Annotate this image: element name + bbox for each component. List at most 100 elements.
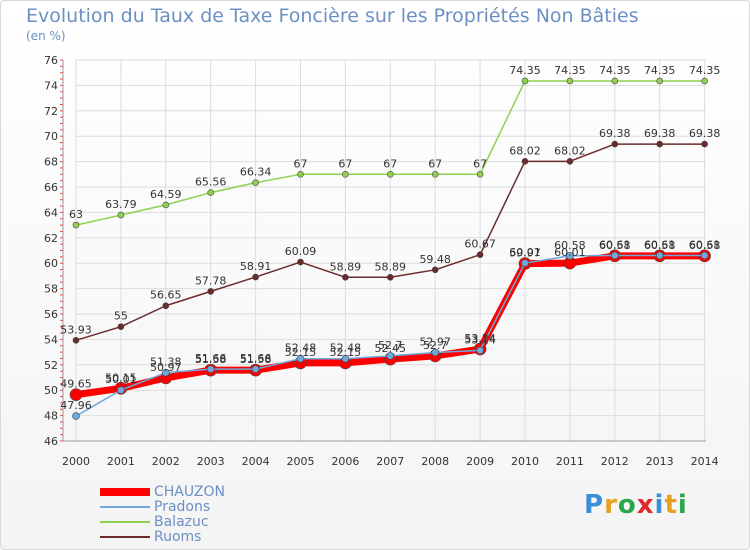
data-label-pradons: 60.01 [509,246,541,259]
y-tick-label: 66 [44,181,58,194]
data-label-pradons: 60.58 [554,239,586,252]
data-point-chauzon [69,388,83,401]
data-label-chauzon: 53.24 [464,332,496,345]
data-point-ruoms [117,323,125,331]
y-tick-label: 70 [44,130,58,143]
data-point-pradons [476,346,484,355]
data-point-pradons [206,365,215,373]
data-point-balazuc [386,171,394,178]
data-point-balazuc [297,171,304,178]
data-label-ruoms: 58.91 [240,260,272,273]
data-label-chauzon: 60.58 [599,239,631,252]
data-label-ruoms: 57.78 [195,274,227,287]
x-tick-label: 2014 [691,455,719,468]
data-label-balazuc: 67 [473,157,487,170]
x-tick-label: 2013 [646,455,674,468]
y-tick-label: 56 [44,308,58,321]
data-label-balazuc: 74.35 [554,64,586,77]
data-point-balazuc [207,189,214,196]
page-title: Evolution du Taux de Taxe Foncière sur l… [26,5,639,27]
data-label-balazuc: 67 [294,157,308,170]
data-point-pradons [700,251,709,260]
y-tick-label: 72 [44,105,58,118]
unit-label: (en %) [26,29,66,43]
data-point-balazuc [656,77,664,85]
x-tick-label: 2000 [62,455,90,468]
data-label-balazuc: 74.35 [644,64,676,77]
data-label-chauzon: 60.58 [689,239,721,252]
data-label-ruoms: 68.02 [509,144,541,157]
data-point-ruoms [72,336,80,344]
data-point-ruoms [476,251,484,258]
y-tick-label: 62 [44,232,58,245]
data-point-pradons [431,348,440,357]
data-label-balazuc: 74.35 [599,64,631,77]
y-tick-label: 74 [44,79,58,92]
data-point-ruoms [566,158,574,165]
data-point-ruoms [297,258,304,266]
data-label-pradons: 50.01 [105,373,137,386]
legend-label-ruoms: Ruoms [154,529,202,545]
data-label-ruoms: 69.38 [599,127,631,140]
data-point-ruoms [431,266,439,274]
data-label-ruoms: 60.67 [464,238,496,251]
data-label-chauzon: 52.45 [375,342,407,355]
legend-label-balazuc: Balazuc [154,514,209,530]
y-tick-label: 52 [44,359,58,372]
data-label-ruoms: 69.38 [644,127,676,140]
x-tick-label: 2008 [421,455,449,468]
data-point-pradons [386,352,395,360]
data-point-ruoms [342,273,349,281]
data-point-pradons [655,251,664,260]
data-label-chauzon: 50.15 [105,371,137,384]
data-point-pradons [162,368,170,377]
data-point-balazuc [252,179,259,186]
data-label-pradons: 47.96 [60,399,92,412]
data-point-pradons [521,259,529,267]
data-label-balazuc: 67 [428,157,442,170]
data-point-ruoms [207,288,214,295]
data-point-pradons [296,354,305,363]
data-point-balazuc [476,171,484,178]
data-point-pradons [610,251,619,260]
data-point-ruoms [252,273,259,281]
legend-label-chauzon: CHAUZON [154,484,225,500]
x-tick-label: 2006 [331,455,359,468]
y-tick-label: 64 [44,206,58,219]
data-label-ruoms: 60.09 [285,245,317,258]
data-label-balazuc: 67 [383,157,397,170]
data-label-balazuc: 74.35 [509,64,541,77]
x-tick-label: 2001 [107,455,135,468]
data-label-balazuc: 67 [338,157,352,170]
data-point-balazuc [701,77,708,85]
data-point-ruoms [611,140,619,148]
data-label-pradons: 52.7 [378,339,403,352]
data-label-pradons: 52.48 [285,342,317,355]
data-label-ruoms: 69.38 [689,127,721,140]
x-tick-label: 2012 [601,455,629,468]
data-label-chauzon: 60.58 [644,239,676,252]
data-label-chauzon: 51.58 [240,353,272,366]
data-label-chauzon: 59.97 [509,247,541,260]
data-point-balazuc [162,201,170,209]
x-tick-label: 2005 [287,455,315,468]
data-label-ruoms: 58.89 [330,260,362,273]
data-label-ruoms: 58.89 [375,260,407,273]
y-tick-label: 58 [44,283,58,296]
y-tick-label: 54 [44,333,58,346]
data-label-pradons: 52.48 [330,342,362,355]
data-point-pradons [72,412,80,420]
x-tick-label: 2004 [242,455,270,468]
proxiti-logo: Proxiti [584,490,688,520]
data-label-ruoms: 68.02 [554,144,586,157]
data-label-ruoms: 56.65 [150,289,182,302]
data-point-pradons [251,365,260,373]
x-tick-label: 2007 [376,455,404,468]
data-point-balazuc [611,77,619,85]
data-label-balazuc: 63.79 [105,198,137,211]
legend-label-pradons: Pradons [154,499,211,515]
data-point-pradons [341,354,350,363]
y-tick-label: 60 [44,257,58,270]
data-label-pradons: 52.97 [419,335,451,348]
